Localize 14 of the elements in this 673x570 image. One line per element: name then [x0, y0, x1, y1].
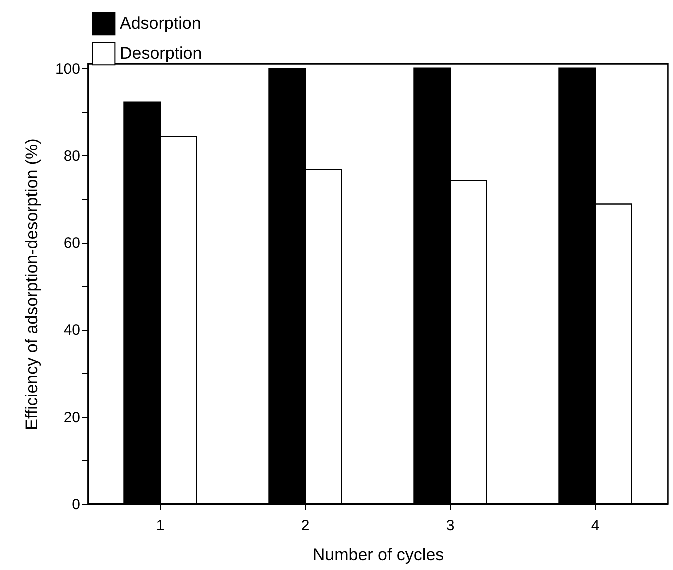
y-tick-label: 40	[64, 322, 80, 340]
y-tick-label: 60	[64, 235, 80, 252]
y-tick-label: 0	[72, 496, 80, 514]
legend-label: Adsorption	[120, 14, 202, 33]
x-tick-label: 4	[591, 518, 600, 534]
y-tick-label: 20	[64, 409, 80, 426]
x-axis-title: Number of cycles	[312, 546, 444, 564]
x-tick-label: 1	[156, 518, 165, 534]
y-tick-label: 100	[55, 60, 80, 78]
x-tick-label: 3	[446, 518, 455, 534]
legend-label: Desorption	[120, 44, 202, 63]
y-tick-label: 80	[64, 148, 80, 165]
y-axis-title: Efficiency of adsorption-desorption (%)	[22, 138, 42, 430]
x-tick-label: 2	[301, 518, 310, 534]
